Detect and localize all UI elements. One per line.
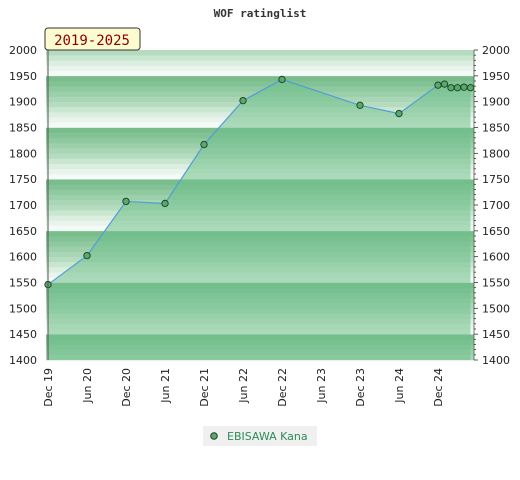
- data-point: [434, 81, 442, 89]
- y-tick-label-right: 1450: [482, 328, 510, 341]
- data-point: [453, 84, 462, 92]
- y-tick-label-left: 1750: [9, 173, 37, 186]
- y-tick-label-right: 1950: [482, 70, 510, 83]
- y-tick-label-right: 1500: [482, 302, 510, 315]
- y-tick-label-left: 1700: [9, 199, 37, 212]
- data-point: [83, 251, 91, 260]
- x-tick-label: Jun 20: [81, 368, 94, 404]
- x-tick-label: Jun 24: [393, 368, 406, 404]
- data-point: [395, 109, 403, 118]
- series-area: [48, 79, 471, 360]
- grid-band: [46, 70, 474, 77]
- x-axis-labels: Dec 19 Jun 20 Dec 20 Jun 21 Dec 21 Jun 22 Dec …: [42, 368, 445, 407]
- y-tick-label-right: 1850: [482, 122, 510, 135]
- legend-label: EBISAWA Kana: [227, 430, 308, 443]
- y-tick-label-left: 1550: [9, 277, 37, 290]
- period-badge: 2019-2025: [44, 27, 141, 51]
- y-tick-label-right: 1800: [482, 147, 510, 160]
- data-point: [122, 197, 130, 206]
- grid-band: [46, 75, 474, 82]
- x-tick-label: Dec 22: [276, 368, 289, 407]
- data-point: [460, 83, 468, 91]
- data-point: [466, 84, 475, 92]
- axes: [47, 49, 478, 361]
- chart-title: WOF ratinglist: [214, 7, 307, 20]
- x-tick-label: Jun 21: [159, 368, 172, 404]
- y-tick-label-right: 2000: [482, 44, 510, 57]
- grid-band: [46, 60, 474, 66]
- x-tick-label: Jun 23: [315, 368, 328, 404]
- y-tick-label-right: 1750: [482, 173, 510, 186]
- x-tick-label: Dec 20: [120, 368, 133, 407]
- legend-marker: [210, 432, 218, 440]
- series-area-fill: [48, 79, 471, 360]
- series-markers: [44, 75, 475, 289]
- y-tick-label-left: 1600: [9, 251, 37, 264]
- data-point: [161, 199, 169, 208]
- y-tick-label-right: 1900: [482, 96, 510, 109]
- grid-band: [46, 55, 474, 61]
- y-tick-label-left: 1850: [9, 122, 37, 135]
- y-axis-right-labels: 1400 1450 1500 1550 1600 1650 1700 1750 1800 1850…: [482, 44, 510, 367]
- grid-band: [46, 50, 474, 56]
- y-tick-label-left: 1500: [9, 302, 37, 315]
- data-point: [356, 101, 364, 109]
- y-tick-label-right: 1550: [482, 277, 510, 290]
- y-tick-label-left: 1950: [9, 70, 37, 83]
- y-tick-label-right: 1400: [482, 354, 510, 367]
- y-tick-label-left: 1900: [9, 96, 37, 109]
- period-badge-box: [44, 27, 141, 51]
- y-tick-label-right: 1700: [482, 199, 510, 212]
- y-axis-left-labels: 1400 1450 1500 1550 1600 1650 1700 1750 1800 1850…: [9, 44, 37, 367]
- y-tick-label-left: 1450: [9, 328, 37, 341]
- x-tick-label: Dec 23: [354, 368, 367, 407]
- grid-band: [46, 86, 474, 92]
- y-tick-label-left: 2000: [9, 44, 37, 57]
- y-tick-label-left: 1800: [9, 147, 37, 160]
- data-point: [200, 140, 208, 149]
- data-point: [239, 96, 247, 105]
- x-tick-label: Jun 22: [237, 368, 250, 404]
- y-tick-label-right: 1650: [482, 225, 510, 238]
- y-tick-label-left: 1400: [9, 354, 37, 367]
- period-badge-label: 2019-2025: [54, 33, 130, 49]
- x-tick-label: Dec 19: [42, 368, 55, 407]
- grid-band: [46, 81, 474, 87]
- y-tick-label-left: 1650: [9, 225, 37, 238]
- legend: EBISAWA Kana: [203, 426, 317, 446]
- data-point: [278, 75, 286, 84]
- data-point: [440, 80, 449, 88]
- data-point: [447, 84, 455, 92]
- y-tick-label-right: 1600: [482, 251, 510, 264]
- x-tick-label: Dec 24: [432, 368, 445, 407]
- grid-band: [46, 65, 474, 71]
- legend-box: [203, 426, 317, 446]
- x-tick-label: Dec 21: [198, 368, 211, 407]
